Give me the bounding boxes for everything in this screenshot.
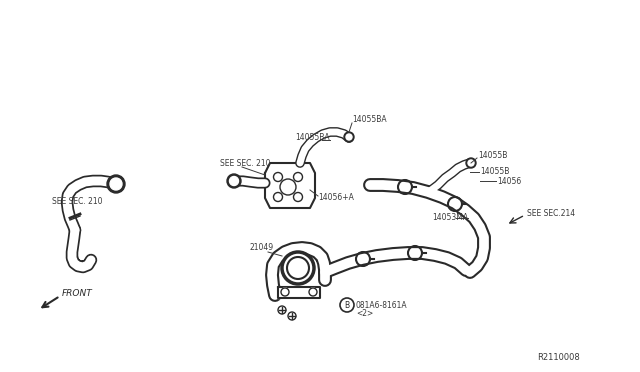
Ellipse shape	[112, 177, 120, 191]
Text: 081A6-8161A: 081A6-8161A	[356, 301, 408, 310]
Circle shape	[294, 192, 303, 202]
Circle shape	[227, 174, 241, 188]
Circle shape	[344, 132, 354, 142]
Circle shape	[278, 306, 286, 314]
Circle shape	[346, 134, 352, 140]
Polygon shape	[265, 163, 315, 208]
Text: 21049: 21049	[250, 244, 274, 253]
Polygon shape	[278, 287, 320, 298]
Text: B: B	[344, 301, 349, 310]
Circle shape	[280, 179, 296, 195]
Text: 14055B: 14055B	[478, 151, 508, 160]
Circle shape	[281, 288, 289, 296]
Circle shape	[273, 173, 282, 182]
Text: R2110008: R2110008	[537, 353, 580, 362]
Circle shape	[288, 312, 296, 320]
Circle shape	[110, 178, 122, 190]
Circle shape	[282, 252, 314, 284]
Circle shape	[294, 173, 303, 182]
Text: <2>: <2>	[356, 310, 374, 318]
Text: 14056: 14056	[497, 176, 521, 186]
Text: SEE SEC. 210: SEE SEC. 210	[220, 158, 271, 167]
Text: 14053MA: 14053MA	[432, 214, 468, 222]
Text: SEE SEC.214: SEE SEC.214	[527, 208, 575, 218]
Circle shape	[340, 298, 354, 312]
Text: 14055BA: 14055BA	[352, 115, 387, 125]
Text: SEE SEC. 210: SEE SEC. 210	[52, 198, 102, 206]
Circle shape	[230, 176, 239, 186]
Ellipse shape	[114, 179, 118, 189]
Text: 14055BA: 14055BA	[295, 132, 330, 141]
Circle shape	[273, 192, 282, 202]
Text: FRONT: FRONT	[62, 289, 93, 298]
Text: 14055B: 14055B	[480, 167, 509, 176]
Circle shape	[468, 160, 474, 166]
Circle shape	[107, 175, 125, 193]
Text: 14056+A: 14056+A	[318, 193, 354, 202]
Circle shape	[466, 158, 476, 168]
Circle shape	[309, 288, 317, 296]
